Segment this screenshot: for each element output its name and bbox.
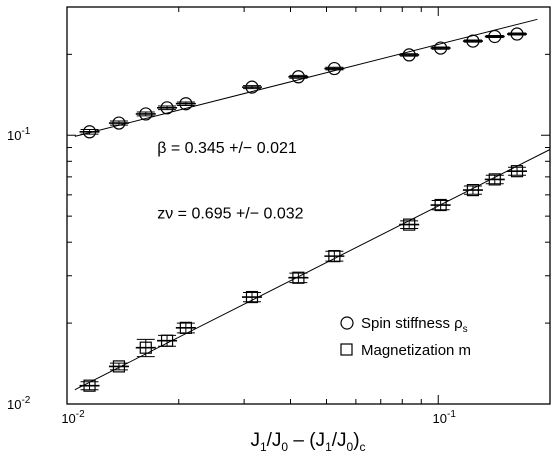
data-point-circle [510, 27, 524, 41]
data-point-circle [112, 116, 126, 130]
y-tick-label: 10-1 [7, 126, 31, 143]
x-axis-title: J1/J0 – (J1/J0)c [250, 430, 365, 454]
data-point-circle [179, 97, 193, 111]
data-point-circle [466, 34, 480, 48]
data-point-circle [434, 41, 448, 55]
data-point-square [160, 334, 174, 347]
data-point-square [139, 341, 152, 354]
legend: Spin stiffness ρs Magnetization m [340, 315, 471, 359]
data-point-square [112, 360, 126, 373]
legend-label-magnetization: Magnetization m [361, 342, 471, 359]
data-points [79, 27, 528, 392]
data-point-square [434, 198, 447, 212]
data-point-circle [488, 29, 502, 44]
annotation-beta: β = 0.345 +/− 0.021 [157, 140, 297, 157]
data-point-square [83, 379, 96, 392]
y-tick-label: 10-2 [7, 395, 31, 412]
data-point-square [328, 250, 341, 263]
data-point-square [245, 290, 259, 304]
x-tick-label: 10-2 [61, 409, 85, 426]
axis-ticks [66, 7, 551, 405]
data-point-circle [82, 125, 97, 139]
annotation-znu: zν = 0.695 +/− 0.032 [157, 205, 303, 222]
data-point-circle [327, 61, 341, 76]
data-point-square [510, 165, 524, 178]
data-point-circle [291, 70, 305, 84]
legend-circle-marker [340, 316, 354, 330]
data-point-circle [139, 107, 153, 121]
data-point-circle [245, 80, 259, 94]
data-point-square [292, 271, 305, 284]
legend-square-marker [340, 343, 353, 356]
data-point-square [466, 183, 480, 197]
x-tick-label: 10-1 [433, 409, 457, 426]
data-point-square [179, 321, 192, 334]
legend-label-subscript: s [463, 324, 468, 335]
tick-labels: 10-2 10-1 10-2 10-1 [7, 126, 456, 426]
legend-label-spin-stiffness: Spin stiffness ρs [361, 315, 468, 335]
data-point-circle [160, 101, 174, 115]
data-point-square [488, 173, 501, 186]
data-point-circle [402, 48, 416, 62]
fit-lines [74, 18, 551, 391]
plot-frame [66, 6, 551, 405]
data-point-square [403, 218, 416, 231]
